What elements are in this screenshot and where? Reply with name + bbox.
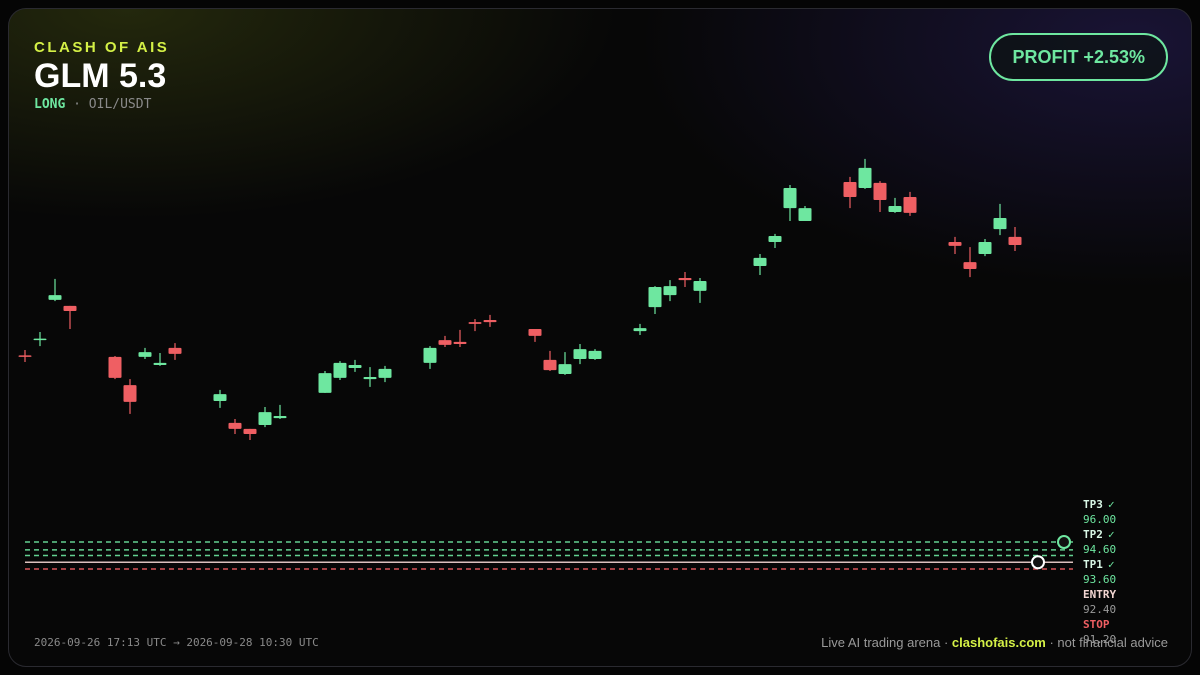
time-range: 2026-09-26 17:13 UTC → 2026-09-28 10:30 … [34,636,319,649]
candle-body [963,262,977,269]
candle-body [783,188,797,209]
candle-body [468,322,482,324]
level-price: 91.20 [1083,633,1116,646]
candle-body [648,287,662,308]
candle-body [873,182,887,200]
level-name: ENTRY [1083,588,1116,601]
candle-body [258,412,272,425]
footer-note: Live AI trading arena · clashofais.com ·… [821,635,1168,650]
candle-body [543,359,557,371]
candle-body [993,218,1007,230]
level-price: 94.60 [1083,543,1116,556]
candle-body [123,385,137,402]
pair: · OIL/USDT [73,97,152,112]
candle-body [333,362,347,378]
tagline: Live AI trading arena · [821,635,949,650]
level-price: 92.40 [1083,603,1116,616]
candle-body [213,394,227,401]
candle-body [228,422,242,429]
candle-body [33,338,47,341]
level-price: 96.00 [1083,513,1116,526]
candle-body [348,365,362,368]
level-price: 93.60 [1083,573,1116,586]
disclaimer: · not financial advice [1049,635,1168,650]
level-name: TP3 [1083,498,1103,511]
candle-body [663,286,677,296]
candle-body [273,416,287,419]
subtitle: LONG · OIL/USDT [34,97,151,112]
brand: CLASH OF AIS [34,39,170,56]
site-link[interactable]: clashofais.com [951,635,1046,650]
model-name: GLM 5.3 [34,57,167,95]
candle-body [168,347,182,354]
candle-body [363,377,377,380]
candle-body [753,257,767,266]
candle-body [588,350,602,359]
candle-body [978,242,992,254]
side: LONG [34,97,66,112]
candle-body [153,362,167,365]
level-status: ✓ [1108,498,1115,511]
level-status: ✓ [1108,528,1115,541]
candle-body [63,305,77,311]
level-name: TP1 [1083,558,1103,571]
candle-body [438,340,452,345]
candle-body [108,356,122,378]
candle-body [138,352,152,357]
level-name: TP2 [1083,528,1103,541]
chart: TP3 ✓ 96.00 TP2 ✓ 94.60 TP1 ✓ 93.60 ENTRY 92.40 STO… [18,158,1116,646]
candle-body [768,236,782,242]
candle-body [693,281,707,291]
candle-body [243,428,257,434]
level-status: ✓ [1108,558,1115,571]
candle-body [633,328,647,332]
candle-body [483,320,497,323]
candle-body [573,349,587,359]
profit-badge: PROFIT +2.53% [989,33,1168,81]
candle-body [423,347,437,363]
card: TP3 ✓ 96.00 TP2 ✓ 94.60 TP1 ✓ 93.60 ENTRY 92.40 STO… [8,8,1192,667]
candle-body [678,278,692,281]
candle-body [528,329,542,336]
candle-body [798,208,812,221]
candle-body [378,368,392,378]
exit-marker [1057,535,1071,549]
candle-body [48,295,62,300]
level-name: STOP [1083,618,1110,631]
candle-body [843,182,857,197]
candle-body [18,355,32,357]
entry-marker [1031,555,1045,570]
candle-body [948,242,962,246]
candle-body [318,373,332,393]
candle-body [558,364,572,374]
candle-body [858,167,872,188]
candle-body [888,206,902,212]
candle-body [453,341,467,344]
candle-body [903,197,917,213]
candle-body [1008,236,1022,245]
